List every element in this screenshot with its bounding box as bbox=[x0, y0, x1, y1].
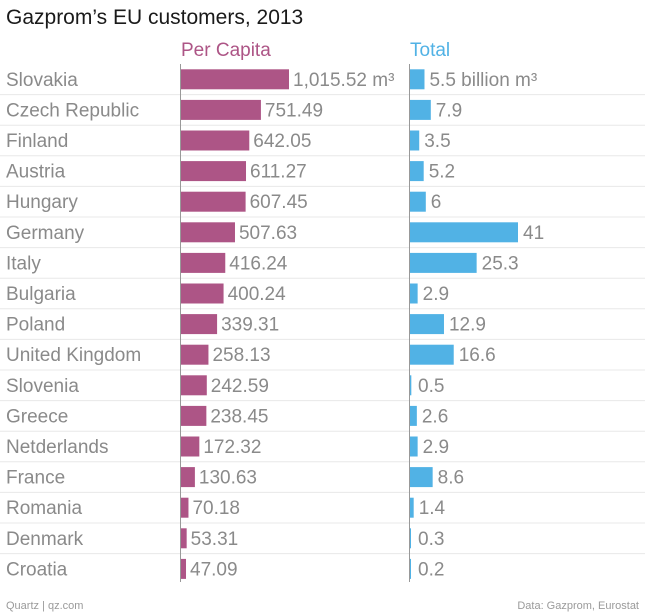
category-label: Czech Republic bbox=[6, 100, 139, 121]
category-label: Bulgaria bbox=[6, 284, 76, 305]
bar-total bbox=[410, 191, 426, 212]
bar-per-capita bbox=[181, 344, 209, 365]
bar-total bbox=[410, 252, 477, 273]
value-label-per-capita: 70.18 bbox=[192, 498, 240, 519]
value-label-per-capita: 238.45 bbox=[210, 406, 268, 427]
value-label-per-capita: 53.31 bbox=[191, 529, 239, 550]
bar-total bbox=[410, 497, 414, 518]
category-label: Germany bbox=[6, 223, 85, 244]
bar-total bbox=[410, 314, 444, 335]
bar-per-capita bbox=[181, 252, 226, 273]
value-label-total: 2.9 bbox=[423, 284, 449, 305]
bar-per-capita bbox=[181, 436, 200, 457]
bar-per-capita bbox=[181, 558, 187, 579]
chart-title: Gazprom’s EU customers, 2013 bbox=[6, 6, 304, 29]
value-label-total: 5.5 billion m³ bbox=[429, 70, 537, 91]
value-label-total: 8.6 bbox=[438, 468, 464, 489]
series-header-total: Total bbox=[410, 40, 450, 61]
category-label: Slovenia bbox=[6, 376, 79, 397]
value-label-per-capita: 607.45 bbox=[250, 192, 308, 213]
value-label-total: 7.9 bbox=[436, 100, 462, 121]
value-label-total: 0.5 bbox=[418, 376, 444, 397]
value-label-per-capita: 751.49 bbox=[265, 100, 323, 121]
value-label-total: 41 bbox=[523, 223, 544, 244]
value-label-total: 5.2 bbox=[429, 162, 455, 183]
category-label: Italy bbox=[6, 253, 41, 274]
value-label-per-capita: 400.24 bbox=[228, 284, 287, 305]
bar-per-capita bbox=[181, 314, 218, 335]
bar-per-capita bbox=[181, 375, 207, 396]
bar-total bbox=[410, 161, 424, 182]
value-label-total: 1.4 bbox=[419, 498, 446, 519]
value-label-per-capita: 1,015.52 m³ bbox=[293, 70, 394, 91]
value-label-total: 2.9 bbox=[423, 437, 449, 458]
category-label: France bbox=[6, 468, 65, 489]
category-label: Croatia bbox=[6, 559, 68, 580]
bar-total bbox=[410, 344, 454, 365]
bar-total bbox=[410, 436, 418, 457]
bar-per-capita bbox=[181, 69, 289, 90]
category-label: Greece bbox=[6, 406, 68, 427]
bar-per-capita bbox=[181, 528, 187, 549]
value-label-per-capita: 242.59 bbox=[211, 376, 269, 397]
value-label-per-capita: 642.05 bbox=[253, 131, 311, 152]
value-label-total: 2.6 bbox=[422, 406, 448, 427]
value-label-per-capita: 416.24 bbox=[229, 253, 288, 274]
value-label-total: 3.5 bbox=[424, 131, 450, 152]
value-label-total: 0.3 bbox=[418, 529, 444, 550]
category-label: Finland bbox=[6, 131, 68, 152]
category-label: Romania bbox=[6, 498, 82, 519]
value-label-total: 16.6 bbox=[459, 345, 496, 366]
bar-total bbox=[410, 130, 420, 151]
value-label-per-capita: 47.09 bbox=[190, 559, 238, 580]
category-label: Denmark bbox=[6, 529, 84, 550]
bar-per-capita bbox=[181, 161, 247, 182]
value-label-total: 6 bbox=[431, 192, 442, 213]
value-label-total: 25.3 bbox=[482, 253, 519, 274]
bar-per-capita bbox=[181, 405, 207, 426]
value-label-total: 0.2 bbox=[418, 559, 444, 580]
bar-per-capita bbox=[181, 99, 261, 120]
bar-total bbox=[410, 558, 411, 579]
data-source: Data: Gazprom, Eurostat bbox=[517, 600, 639, 612]
bar-total bbox=[410, 375, 412, 396]
bar-per-capita bbox=[181, 191, 246, 212]
source-credit: Quartz | qz.com bbox=[6, 600, 84, 612]
category-label: United Kingdom bbox=[6, 345, 141, 366]
bar-per-capita bbox=[181, 283, 224, 304]
bar-per-capita bbox=[181, 130, 250, 151]
category-label: Hungary bbox=[6, 192, 78, 213]
value-label-per-capita: 507.63 bbox=[239, 223, 297, 244]
category-label: Poland bbox=[6, 315, 65, 336]
bar-per-capita bbox=[181, 497, 189, 518]
bar-per-capita bbox=[181, 467, 195, 488]
value-label-per-capita: 172.32 bbox=[203, 437, 261, 458]
bar-total bbox=[410, 405, 417, 426]
bar-total bbox=[410, 69, 425, 90]
value-label-per-capita: 258.13 bbox=[212, 345, 270, 366]
bar-total bbox=[410, 467, 433, 488]
bar-chart: Per Capita Total Slovakia 1,015.52 m³ 5.5 bi… bbox=[0, 40, 645, 582]
value-label-per-capita: 611.27 bbox=[250, 162, 307, 183]
value-label-total: 12.9 bbox=[449, 315, 486, 336]
bar-per-capita bbox=[181, 222, 235, 243]
value-label-per-capita: 339.31 bbox=[221, 315, 279, 336]
bar-total bbox=[410, 528, 411, 549]
category-label: Netderlands bbox=[6, 437, 108, 458]
bar-total bbox=[410, 283, 418, 304]
value-label-per-capita: 130.63 bbox=[199, 468, 257, 489]
category-label: Austria bbox=[6, 162, 66, 183]
bar-total bbox=[410, 222, 518, 243]
category-label: Slovakia bbox=[6, 70, 78, 91]
series-header-per-capita: Per Capita bbox=[181, 40, 271, 61]
bar-total bbox=[410, 99, 431, 120]
